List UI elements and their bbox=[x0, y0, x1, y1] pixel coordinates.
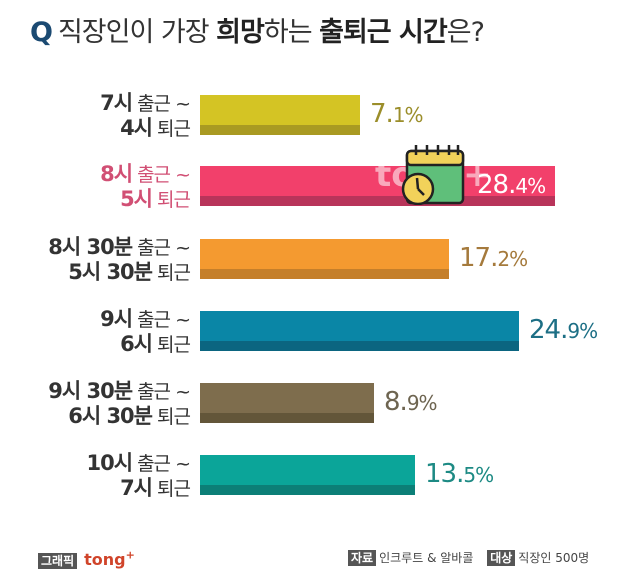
footer-source: 자료 인크루트 & 알바콜 대상 직장인 500명 bbox=[348, 549, 589, 566]
bar-row: 9시 30분 출근 ~ 6시 30분 퇴근 8.9% bbox=[0, 379, 640, 428]
bar-row: 10시 출근 ~ 7시 퇴근 13.5% bbox=[0, 451, 640, 500]
q-marker: Q bbox=[30, 17, 53, 48]
row-label: 8시 30분 출근 ~ 5시 30분 퇴근 bbox=[48, 235, 191, 284]
footer-credit: 그래픽 tong+ bbox=[38, 549, 135, 570]
row-label: 8시 출근 ~ 5시 퇴근 bbox=[100, 162, 191, 211]
bar bbox=[200, 311, 519, 351]
row-label: 7시 출근 ~ 4시 퇴근 bbox=[100, 91, 191, 140]
bar bbox=[200, 455, 415, 495]
row-label: 9시 30분 출근 ~ 6시 30분 퇴근 bbox=[48, 379, 191, 428]
bar-value: 28.4% bbox=[477, 170, 546, 200]
calendar-clock-icon bbox=[401, 145, 465, 205]
brand-logo: tong+ bbox=[84, 549, 135, 570]
row-label: 10시 출근 ~ 7시 퇴근 bbox=[86, 451, 191, 500]
bar-value: 7.1% bbox=[370, 99, 424, 129]
bar-value: 13.5% bbox=[425, 459, 494, 489]
bar bbox=[200, 95, 360, 135]
bar-value: 8.9% bbox=[384, 387, 438, 417]
bar-row: 8시 30분 출근 ~ 5시 30분 퇴근 17.2% bbox=[0, 235, 640, 284]
bar bbox=[200, 239, 449, 279]
bar-value: 17.2% bbox=[459, 243, 528, 273]
bar-row: 7시 출근 ~ 4시 퇴근 7.1% bbox=[0, 91, 640, 140]
page-title: Q 직장인이 가장 희망하는 출퇴근 시간은? bbox=[30, 17, 485, 48]
bar-value: 24.9% bbox=[529, 315, 598, 345]
bar-row: 8시 출근 ~ 5시 퇴근 28.4% bbox=[0, 162, 640, 211]
row-label: 9시 출근 ~ 6시 퇴근 bbox=[100, 307, 191, 356]
bar-row: 9시 출근 ~ 6시 퇴근 24.9% bbox=[0, 307, 640, 356]
bar bbox=[200, 166, 555, 206]
bar bbox=[200, 383, 374, 423]
